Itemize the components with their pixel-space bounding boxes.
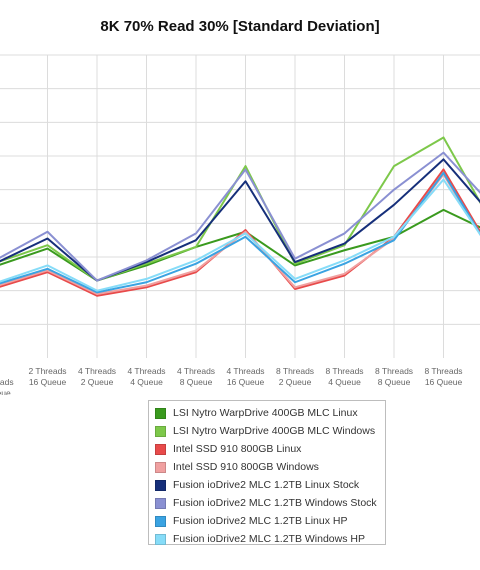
x-tick-label: 4 Threads 8 Queue — [177, 366, 215, 387]
legend-swatch — [155, 443, 166, 455]
series-line-6 — [0, 151, 480, 282]
x-tick-label: 8 Threads 16 Queue — [424, 366, 462, 387]
legend-item: Fusion ioDrive2 MLC 1.2TB Linux Stock — [155, 476, 385, 494]
legend-swatch — [155, 533, 166, 545]
legend-item: Intel SSD 910 800GB Windows — [155, 458, 385, 476]
x-tick-label: 8 Threads 2 Queue — [276, 366, 314, 387]
legend-label: Fusion ioDrive2 MLC 1.2TB Linux HP — [173, 515, 348, 527]
legend-label: Intel SSD 910 800GB Linux — [173, 443, 302, 455]
legend-item: Fusion ioDrive2 MLC 1.2TB Windows HP — [155, 530, 385, 548]
legend-swatch — [155, 497, 166, 509]
legend-label: LSI Nytro WarpDrive 400GB MLC Windows — [173, 425, 376, 437]
series-line-2 — [0, 136, 480, 282]
legend-swatch — [155, 425, 166, 437]
series-lines — [0, 136, 480, 297]
x-tick-label: ThreadsQueue — [0, 377, 14, 395]
legend-label: Intel SSD 910 800GB Windows — [173, 461, 319, 473]
x-tick-label: 4 Threads 16 Queue — [226, 366, 264, 387]
legend-label: Fusion ioDrive2 MLC 1.2TB Windows HP — [173, 533, 365, 545]
x-tick-label: 8 Threads 4 Queue — [325, 366, 363, 387]
chart-legend: LSI Nytro WarpDrive 400GB MLC Linux LSI N… — [148, 400, 386, 545]
legend-swatch — [155, 479, 166, 491]
legend-item: LSI Nytro WarpDrive 400GB MLC Windows — [155, 422, 385, 440]
legend-item: Fusion ioDrive2 MLC 1.2TB Linux HP — [155, 512, 385, 530]
chart-title: 8K 70% Read 30% [Standard Deviation] — [100, 18, 380, 35]
legend-swatch — [155, 515, 166, 527]
x-tick-label: 4 Threads 4 Queue — [127, 366, 165, 387]
legend-swatch — [155, 461, 166, 473]
x-tick-label: 8 Threads 8 Queue — [375, 366, 413, 387]
x-tick-label: 2 Threads 16 Queue — [28, 366, 66, 387]
legend-item: LSI Nytro WarpDrive 400GB MLC Linux — [155, 404, 385, 422]
series-line-3 — [0, 168, 480, 297]
x-tick-label: 4 Threads 2 Queue — [78, 366, 116, 387]
legend-item: Intel SSD 910 800GB Linux — [155, 440, 385, 458]
legend-label: Fusion ioDrive2 MLC 1.2TB Windows Stock — [173, 497, 377, 509]
legend-label: Fusion ioDrive2 MLC 1.2TB Linux Stock — [173, 479, 360, 491]
series-line-5 — [0, 158, 480, 282]
grid-lines — [0, 54, 480, 358]
legend-swatch — [155, 407, 166, 419]
series-line-8 — [0, 178, 480, 292]
legend-item: Fusion ioDrive2 MLC 1.2TB Windows Stock — [155, 494, 385, 512]
legend-label: LSI Nytro WarpDrive 400GB MLC Linux — [173, 407, 358, 419]
